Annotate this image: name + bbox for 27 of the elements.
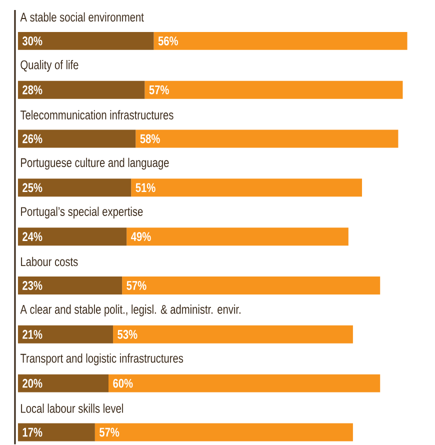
data-label: 51% — [136, 183, 156, 192]
y-tick-label: Telecommunication infrastructures — [20, 110, 174, 120]
y-tick-label: Transport and logistic infrastructures — [20, 353, 183, 366]
data-label: 21% — [22, 330, 42, 339]
y-tick-label: Portugal’s special expertise — [20, 206, 143, 219]
data-label: 58% — [140, 134, 160, 144]
data-label: 25% — [22, 183, 42, 192]
data-label: 60% — [113, 378, 133, 388]
y-tick-label: A clear and stable polit., legisl. & administr. envir. — [20, 304, 240, 316]
y-tick-label: Quality of life — [20, 60, 78, 72]
data-label: 57% — [149, 85, 169, 94]
data-label: 20% — [22, 378, 42, 388]
data-label: 57% — [126, 281, 146, 290]
data-label: 49% — [130, 232, 151, 242]
y-tick-label: Local labour skills level — [20, 404, 123, 413]
data-label: 30% — [22, 36, 42, 46]
y-tick-label: A stable social environment — [20, 12, 144, 22]
y-tick-label: Labour costs — [20, 256, 78, 266]
data-label: 17% — [22, 428, 42, 437]
data-label: 56% — [158, 36, 178, 46]
data-label: 23% — [22, 281, 42, 290]
data-label: 28% — [22, 85, 42, 94]
data-label: 53% — [117, 330, 138, 339]
data-label: 26% — [22, 134, 42, 144]
data-label: 57% — [99, 428, 120, 437]
data-label: 24% — [22, 232, 42, 242]
y-tick-label: Portuguese culture and language — [20, 158, 169, 170]
